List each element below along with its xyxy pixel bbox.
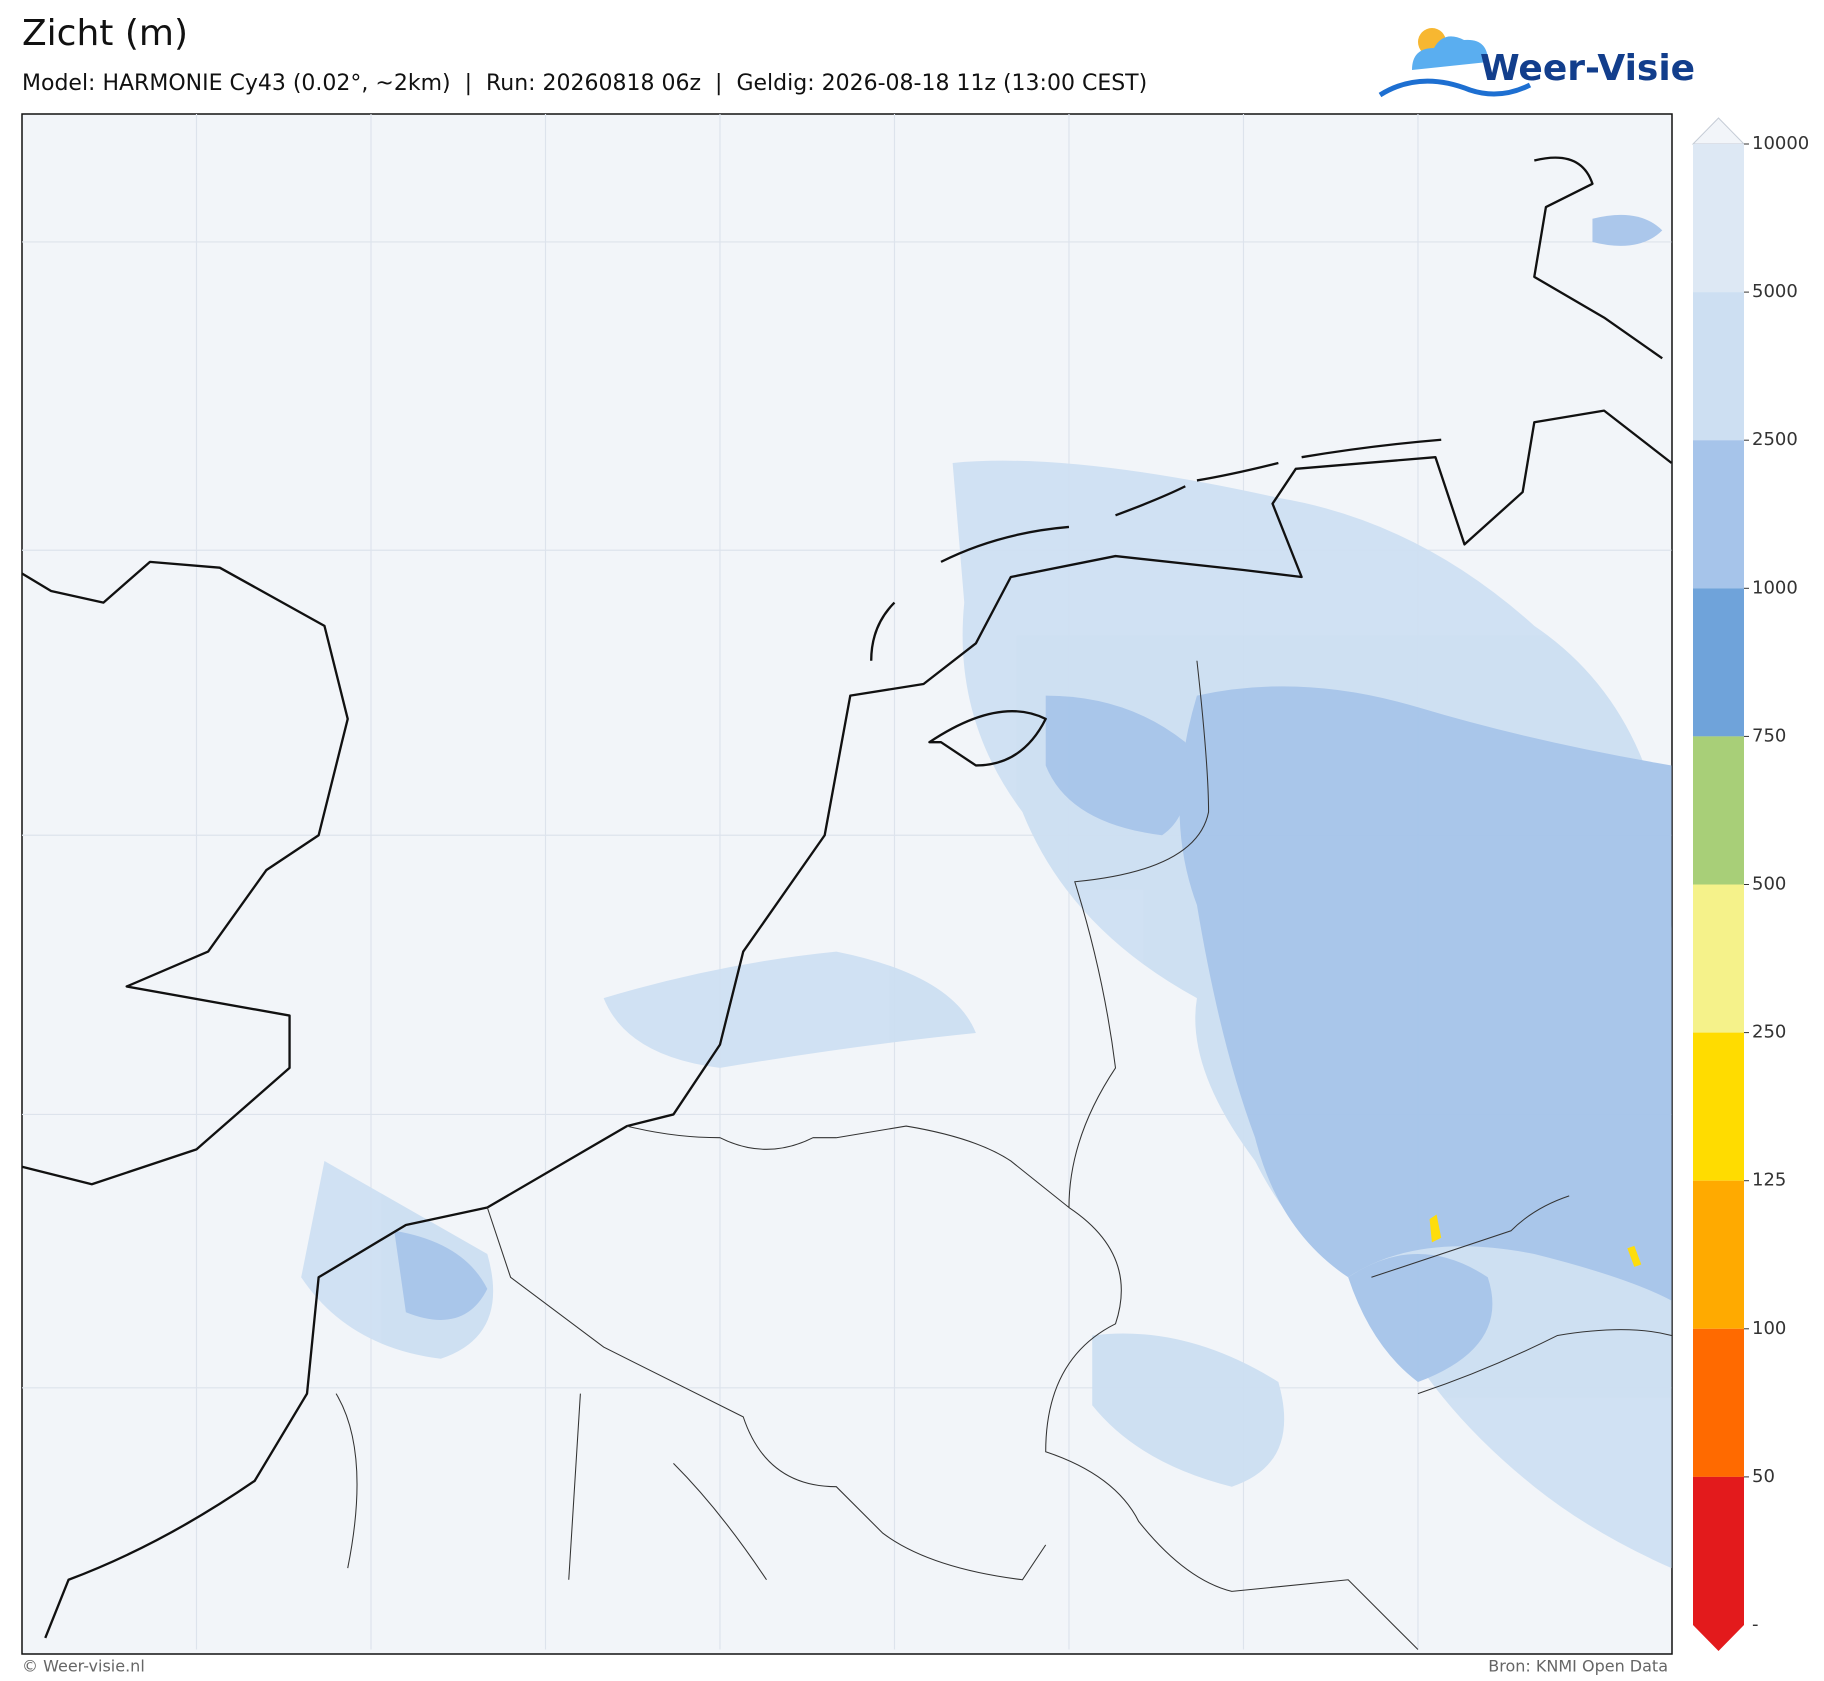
title: Zicht (m) bbox=[22, 13, 188, 54]
colorbar-tick-label: 100 bbox=[1752, 1318, 1786, 1339]
coastlines bbox=[21, 156, 1673, 1639]
map-content bbox=[21, 114, 1673, 1650]
colorbar-segment bbox=[1693, 292, 1744, 441]
colorbar-over bbox=[1691, 117, 1746, 145]
footer-source: Bron: KNMI Open Data bbox=[1488, 1657, 1668, 1676]
borders bbox=[335, 660, 1672, 1650]
colorbar-segment bbox=[1693, 884, 1744, 1033]
colorbar-segment bbox=[1693, 440, 1744, 589]
colorbar-tick-label: 500 bbox=[1752, 874, 1786, 895]
footer-credit: © Weer-visie.nl bbox=[22, 1657, 145, 1676]
colorbar-tick-label: 10000 bbox=[1752, 133, 1809, 154]
logo-text: Weer-Visie bbox=[1480, 48, 1695, 89]
colorbar-tick-label: 125 bbox=[1752, 1170, 1786, 1191]
colorbar-tick-label: 250 bbox=[1752, 1022, 1786, 1043]
colorbar-tick-label: 750 bbox=[1752, 725, 1786, 746]
subtitle: Model: HARMONIE Cy43 (0.02°, ~2km) | Run… bbox=[22, 71, 1147, 96]
colorbar-tick-label: 2500 bbox=[1752, 429, 1798, 450]
map bbox=[21, 113, 1673, 1655]
colorbar-tick-label: - bbox=[1752, 1614, 1759, 1635]
colorbar-segment bbox=[1693, 588, 1744, 737]
colorbar-tick-label: 1000 bbox=[1752, 577, 1798, 598]
colorbar-tick-label: 50 bbox=[1752, 1466, 1775, 1487]
visibility-field bbox=[301, 214, 1672, 1569]
colorbar-segment bbox=[1693, 144, 1744, 293]
colorbar: 10000 5000 2500 1000 750 500 250 125 100 50 - bbox=[1691, 117, 1809, 1651]
logo-cloud bbox=[1412, 36, 1488, 70]
colorbar-tick-label: 5000 bbox=[1752, 281, 1798, 302]
colorbar-segment bbox=[1693, 736, 1744, 885]
colorbar-segment bbox=[1693, 1328, 1744, 1477]
colorbar-segment bbox=[1693, 1180, 1744, 1329]
logo-wave bbox=[1378, 78, 1532, 98]
colorbar-segment bbox=[1693, 1032, 1744, 1181]
colorbar-under bbox=[1693, 1476, 1744, 1651]
logo: Weer-Visie bbox=[1378, 28, 1695, 98]
